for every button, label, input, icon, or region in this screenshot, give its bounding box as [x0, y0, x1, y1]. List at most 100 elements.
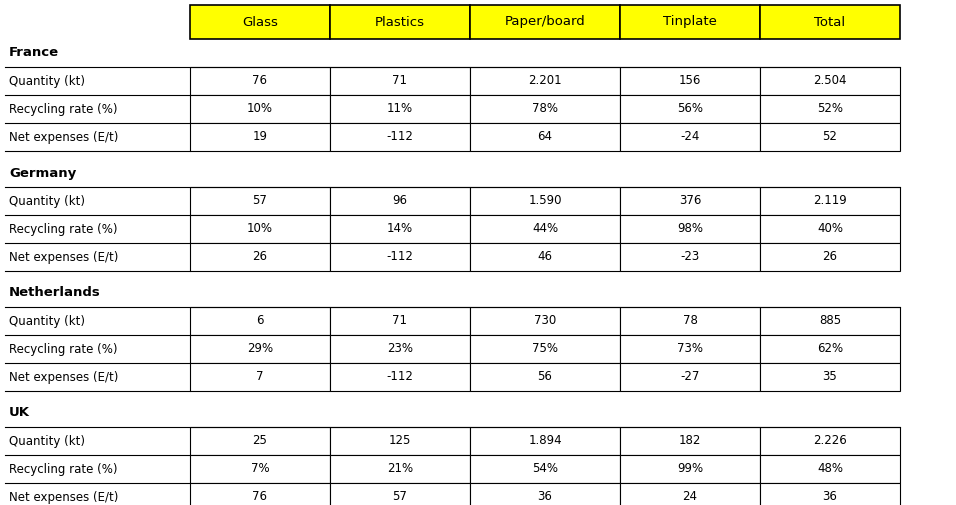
Bar — [330, 427, 470, 455]
Text: UK: UK — [9, 407, 30, 420]
Bar — [470, 307, 620, 335]
Text: 14%: 14% — [387, 223, 413, 235]
Bar — [5, 483, 190, 505]
Text: 21%: 21% — [387, 463, 413, 476]
Text: -23: -23 — [681, 250, 700, 264]
Text: -24: -24 — [681, 130, 700, 143]
Text: 25: 25 — [252, 434, 268, 447]
Bar — [760, 455, 900, 483]
Bar — [5, 455, 190, 483]
Bar — [330, 335, 470, 363]
Bar — [5, 123, 190, 151]
Bar — [190, 95, 330, 123]
Bar — [190, 187, 330, 215]
Text: 26: 26 — [822, 250, 837, 264]
Text: 48%: 48% — [817, 463, 843, 476]
Bar — [760, 427, 900, 455]
Text: 10%: 10% — [247, 103, 273, 116]
Text: 96: 96 — [393, 194, 407, 208]
Text: 75%: 75% — [532, 342, 558, 356]
Bar — [330, 307, 470, 335]
Text: 6: 6 — [256, 315, 264, 328]
Bar — [330, 215, 470, 243]
Text: Net expenses (E/t): Net expenses (E/t) — [9, 250, 119, 264]
Bar — [5, 67, 190, 95]
Bar — [330, 483, 470, 505]
Bar — [190, 215, 330, 243]
Text: 376: 376 — [679, 194, 701, 208]
Bar — [190, 427, 330, 455]
Text: 10%: 10% — [247, 223, 273, 235]
Bar — [760, 95, 900, 123]
Text: 64: 64 — [537, 130, 553, 143]
Text: 52%: 52% — [817, 103, 843, 116]
Bar — [620, 123, 760, 151]
Text: 23%: 23% — [387, 342, 413, 356]
Bar — [330, 123, 470, 151]
Text: Net expenses (E/t): Net expenses (E/t) — [9, 130, 119, 143]
Bar — [620, 5, 760, 39]
Bar — [470, 427, 620, 455]
Bar — [470, 95, 620, 123]
Bar — [470, 215, 620, 243]
Bar — [760, 307, 900, 335]
Text: 71: 71 — [393, 315, 407, 328]
Bar — [330, 5, 470, 39]
Bar — [5, 187, 190, 215]
Text: 52: 52 — [822, 130, 837, 143]
Bar — [620, 67, 760, 95]
Text: 2.119: 2.119 — [814, 194, 847, 208]
Bar — [190, 67, 330, 95]
Bar — [620, 187, 760, 215]
Text: 98%: 98% — [677, 223, 703, 235]
Bar — [190, 243, 330, 271]
Text: 57: 57 — [252, 194, 268, 208]
Bar — [470, 243, 620, 271]
Bar — [330, 95, 470, 123]
Bar — [5, 427, 190, 455]
Text: 2.226: 2.226 — [814, 434, 847, 447]
Text: 78%: 78% — [532, 103, 558, 116]
Text: 71: 71 — [393, 75, 407, 87]
Bar — [620, 243, 760, 271]
Bar — [190, 123, 330, 151]
Text: 36: 36 — [537, 490, 553, 503]
Text: Netherlands: Netherlands — [9, 286, 100, 299]
Bar — [330, 363, 470, 391]
Text: 19: 19 — [252, 130, 268, 143]
Text: 125: 125 — [389, 434, 411, 447]
Bar — [760, 5, 900, 39]
Bar — [5, 363, 190, 391]
Text: Plastics: Plastics — [375, 16, 425, 28]
Text: 99%: 99% — [677, 463, 703, 476]
Bar — [5, 243, 190, 271]
Bar — [620, 95, 760, 123]
Bar — [470, 123, 620, 151]
Text: -112: -112 — [386, 371, 413, 383]
Text: Quantity (kt): Quantity (kt) — [9, 194, 85, 208]
Text: 7%: 7% — [250, 463, 270, 476]
Text: Quantity (kt): Quantity (kt) — [9, 434, 85, 447]
Bar — [330, 187, 470, 215]
Text: -112: -112 — [386, 250, 413, 264]
Text: Recycling rate (%): Recycling rate (%) — [9, 463, 118, 476]
Text: 40%: 40% — [817, 223, 843, 235]
Bar — [5, 5, 190, 39]
Text: -112: -112 — [386, 130, 413, 143]
Bar — [620, 307, 760, 335]
Text: 57: 57 — [393, 490, 407, 503]
Bar — [620, 215, 760, 243]
Bar — [760, 187, 900, 215]
Bar — [470, 363, 620, 391]
Bar — [5, 215, 190, 243]
Text: 7: 7 — [256, 371, 264, 383]
Bar — [470, 187, 620, 215]
Text: 56%: 56% — [677, 103, 703, 116]
Bar — [5, 95, 190, 123]
Bar — [330, 243, 470, 271]
Text: Quantity (kt): Quantity (kt) — [9, 315, 85, 328]
Bar — [330, 455, 470, 483]
Bar — [190, 483, 330, 505]
Text: 2.504: 2.504 — [814, 75, 847, 87]
Bar — [760, 243, 900, 271]
